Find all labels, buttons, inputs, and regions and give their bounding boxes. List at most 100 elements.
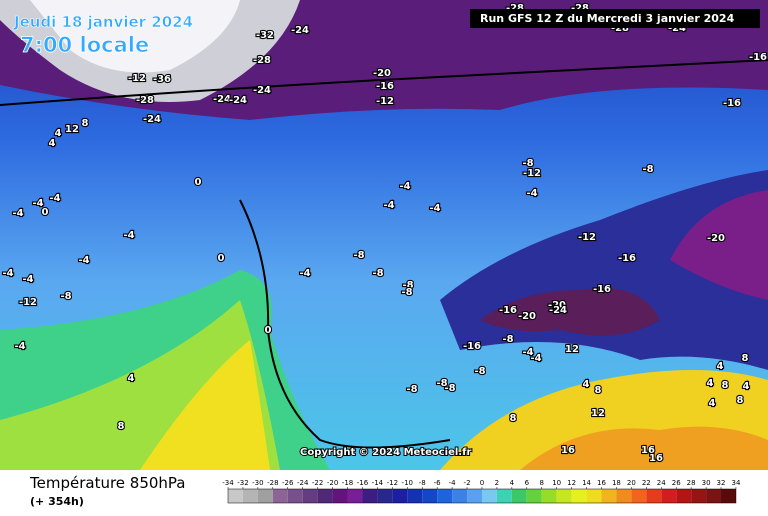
- temp-label: -24: [229, 95, 247, 106]
- time: 7:00 locale: [20, 33, 149, 57]
- temp-label: -4: [383, 200, 394, 211]
- temp-label: -8: [401, 287, 412, 298]
- legend-swatch: [377, 489, 393, 503]
- temp-label: 12: [591, 408, 605, 419]
- legend-swatch: [347, 489, 363, 503]
- legend-swatch: [511, 489, 527, 503]
- legend-swatch: [481, 489, 497, 503]
- footer-title: Température 850hPa: [29, 474, 186, 492]
- temp-label: -12: [523, 168, 541, 179]
- legend-swatch: [601, 489, 617, 503]
- temp-label: -4: [14, 341, 25, 352]
- date: Jeudi 18 janvier 2024: [13, 13, 193, 31]
- legend-swatch: [586, 489, 602, 503]
- legend-tick-label: 28: [687, 479, 696, 487]
- temp-label: -16: [749, 52, 767, 63]
- legend-swatch: [317, 489, 333, 503]
- temp-label: -8: [642, 164, 653, 175]
- warm-core: [140, 340, 270, 470]
- temp-label: -16: [499, 305, 517, 316]
- legend-tick-label: 26: [672, 479, 681, 487]
- legend-swatch: [362, 489, 378, 503]
- temp-label: 8: [510, 413, 517, 424]
- temp-label: 8: [737, 395, 744, 406]
- temp-label: -8: [436, 378, 447, 389]
- legend-tick-label: 32: [717, 479, 726, 487]
- temp-label: -4: [22, 274, 33, 285]
- temp-label: -12: [19, 297, 37, 308]
- temp-label: -4: [299, 268, 310, 279]
- legend-tick-label: -32: [237, 479, 248, 487]
- legend-tick-label: 16: [597, 479, 606, 487]
- temp-label: -28: [253, 55, 271, 66]
- legend-tick-label: 18: [612, 479, 621, 487]
- legend-swatch: [452, 489, 468, 503]
- legend-tick-label: 20: [627, 479, 636, 487]
- temp-label: -8: [402, 280, 413, 291]
- temp-label: -4: [123, 230, 134, 241]
- temp-label: -16: [463, 341, 481, 352]
- legend-tick-label: 24: [657, 479, 666, 487]
- legend-swatch: [616, 489, 632, 503]
- temp-label: -4: [530, 353, 541, 364]
- temp-label: -12: [128, 73, 146, 84]
- temp-label: 8: [118, 421, 125, 432]
- temp-label: -8: [522, 158, 533, 169]
- copyright: Copyright © 2024 Meteociel.fr: [300, 447, 471, 458]
- legend-tick-label: 2: [495, 479, 499, 487]
- temp-label: -4: [49, 193, 60, 204]
- temp-label: -4: [429, 203, 440, 214]
- temp-label: -4: [32, 198, 43, 209]
- temp-label: -16: [376, 81, 394, 92]
- africa-hot: [520, 426, 768, 470]
- legend-swatch: [496, 489, 512, 503]
- temp-label: -24: [253, 85, 271, 96]
- legend-tick-label: -34: [222, 479, 234, 487]
- legend-swatch: [661, 489, 677, 503]
- temp-label: -24: [213, 94, 231, 105]
- temp-label: -8: [60, 291, 71, 302]
- footer-lead: (+ 354h): [30, 495, 84, 508]
- temp-label: -4: [522, 347, 533, 358]
- temp-label: -20: [373, 68, 391, 79]
- legend-swatch: [437, 489, 453, 503]
- legend: -34 -32 -30 -28 -26 -24 -22 -20 -18 -16 -14 -12 -10-…: [222, 479, 741, 504]
- temp-label: -8: [353, 250, 364, 261]
- zero-isotherm: [239, 199, 451, 449]
- temp-label: 8: [595, 385, 602, 396]
- temp-label: -16: [723, 98, 741, 109]
- legend-swatch: [691, 489, 707, 503]
- legend-swatch: [422, 489, 438, 503]
- legend-swatch: [392, 489, 408, 503]
- temp-label: 4: [49, 138, 56, 149]
- temp-label: 16: [641, 445, 655, 456]
- temp-label: 0: [265, 325, 272, 336]
- legend-tick-label: 4: [510, 479, 515, 487]
- temp-label: 16: [649, 453, 663, 464]
- legend-swatch: [467, 489, 482, 503]
- temp-label: 0: [195, 177, 202, 188]
- temp-label: 4: [743, 381, 750, 392]
- legend-swatch: [676, 489, 692, 503]
- temp-label: -16: [618, 253, 636, 264]
- temp-label: 4: [128, 373, 135, 384]
- temp-label: -28: [136, 95, 154, 106]
- temp-label: -8: [474, 366, 485, 377]
- temp-label: 4: [707, 378, 714, 389]
- legend-swatch: [332, 489, 348, 503]
- legend-tick-label: -26: [282, 479, 294, 487]
- temp-label: -8: [444, 383, 455, 394]
- temp-label: -8: [502, 334, 513, 345]
- temp-label: -32: [256, 30, 274, 41]
- temp-label: -4: [12, 208, 23, 219]
- legend-swatch: [556, 489, 572, 503]
- legend-swatch: [541, 489, 557, 503]
- run-text: Run GFS 12 Z du Mercredi 3 janvier 2024: [480, 12, 735, 25]
- temp-label: 0: [218, 253, 225, 264]
- labels: -24-32-28-20-16-12-28 -24-24-24-24-12 -36-…: [1, 2, 768, 465]
- temp-label: -8: [372, 268, 383, 279]
- legend-tick-label: -28: [267, 479, 278, 487]
- temp-label: 12: [565, 344, 579, 355]
- legend-swatch: [272, 489, 288, 503]
- temp-label: -24: [291, 25, 309, 36]
